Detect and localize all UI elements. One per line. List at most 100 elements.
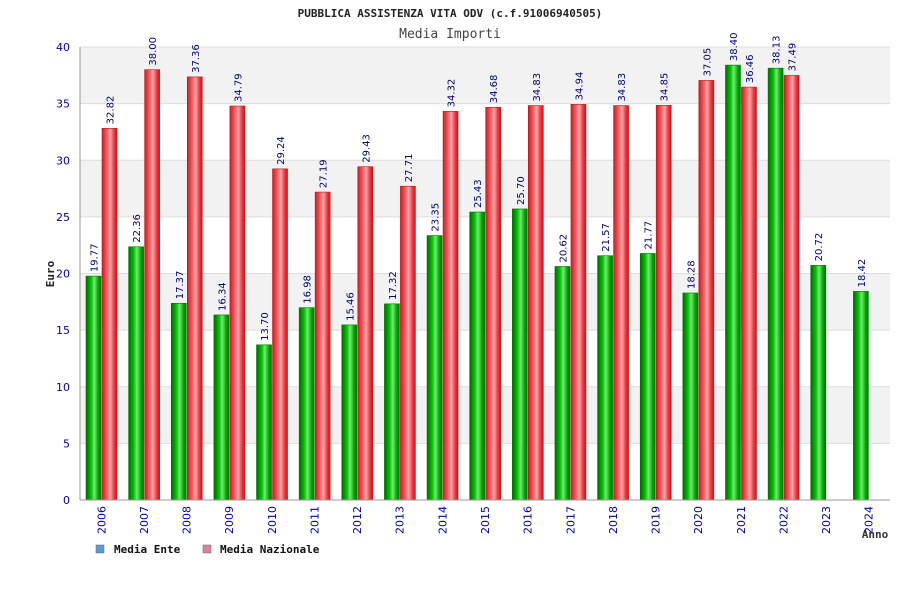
bar-media-nazionale	[357, 166, 374, 501]
bar-media-ente	[426, 235, 443, 501]
bar-labels: 19.77 32.82 22.36 38.00 17.37 37.36 16.34 34.79…	[90, 32, 868, 340]
bar-media-nazionale	[442, 111, 459, 501]
y-tick-label: 25	[56, 211, 70, 224]
bar-label-media-ente: 22.36	[132, 214, 143, 243]
x-axis-ticks: 2006 2007 2008 2009 2010 2011 2012 2013 2014 2015…	[95, 506, 875, 534]
y-tick-label: 15	[56, 324, 70, 337]
x-tick-label: 2009	[223, 506, 236, 534]
bar-label-media-nazionale: 34.85	[660, 73, 671, 102]
bar-label-media-ente: 20.72	[814, 233, 825, 262]
bar-label-media-ente: 17.37	[175, 271, 186, 300]
y-tick-label: 5	[63, 437, 70, 450]
chart-subtitle: Media Importi	[399, 27, 501, 42]
bar-media-nazionale	[272, 168, 288, 501]
bar-label-media-nazionale: 36.46	[745, 54, 756, 83]
bar-label-media-ente: 13.70	[260, 312, 271, 341]
x-tick-label: 2023	[820, 506, 833, 534]
bar-media-ente	[767, 67, 784, 501]
bar-label-media-nazionale: 38.00	[148, 37, 159, 66]
x-tick-label: 2016	[522, 506, 535, 534]
bar-media-nazionale	[783, 75, 800, 501]
bar-media-nazionale	[570, 104, 587, 501]
bar-label-media-nazionale: 27.71	[404, 154, 415, 183]
x-tick-label: 2012	[351, 506, 364, 534]
bar-media-nazionale	[655, 105, 672, 501]
legend-label-nazionale: Media Nazionale	[220, 543, 320, 556]
x-tick-label: 2015	[479, 506, 492, 534]
bar-label-media-nazionale: 34.83	[532, 73, 543, 102]
x-axis-label: Anno	[862, 528, 889, 541]
bar-media-nazionale	[314, 191, 331, 501]
bar-media-nazionale	[144, 69, 160, 501]
legend: Media Ente Media Nazionale	[95, 543, 320, 556]
bar-label-media-nazionale: 27.19	[319, 159, 330, 188]
bar-media-ente	[85, 275, 102, 501]
bar-label-media-ente: 21.57	[601, 223, 612, 252]
bar-media-ente	[682, 292, 699, 501]
bar-media-ente	[469, 211, 485, 501]
bar-media-ente	[213, 314, 230, 501]
bar-label-media-nazionale: 34.83	[617, 73, 628, 102]
y-tick-label: 10	[56, 381, 70, 394]
bar-media-ente	[128, 246, 144, 501]
y-tick-label: 30	[56, 154, 70, 167]
bar-label-media-ente: 15.46	[345, 292, 356, 321]
bar-label-media-nazionale: 29.43	[361, 134, 372, 163]
x-tick-label: 2013	[394, 506, 407, 534]
x-tick-label: 2008	[181, 506, 194, 534]
bar-media-nazionale	[101, 128, 118, 501]
bar-media-ente	[512, 208, 528, 501]
legend-swatch-nazionale	[202, 544, 212, 554]
bar-media-ente	[256, 344, 272, 501]
bar-label-media-nazionale: 37.05	[702, 48, 713, 77]
x-tick-label: 2020	[692, 506, 705, 534]
y-tick-label: 40	[56, 41, 70, 54]
x-tick-label: 2014	[436, 506, 449, 534]
legend-swatch-ente	[95, 544, 105, 554]
bar-media-nazionale	[613, 105, 629, 501]
bar-label-media-ente: 18.28	[686, 260, 697, 289]
bar-label-media-ente: 38.40	[729, 32, 740, 61]
bar-label-media-ente: 21.77	[644, 221, 655, 250]
bar-label-media-ente: 16.34	[217, 282, 228, 311]
bar-label-media-ente: 18.42	[857, 259, 868, 288]
bar-media-ente	[341, 324, 358, 501]
bar-media-nazionale	[528, 105, 544, 501]
bar-media-nazionale	[229, 105, 246, 501]
bar-label-media-nazionale: 34.32	[447, 79, 458, 108]
bar-label-media-ente: 25.70	[516, 176, 527, 205]
y-axis-label: Euro	[44, 260, 57, 287]
bar-label-media-ente: 16.98	[303, 275, 314, 304]
x-tick-label: 2011	[308, 506, 321, 534]
y-tick-label: 0	[63, 494, 70, 507]
bar-label-media-ente: 38.13	[772, 36, 783, 65]
bar-media-ente	[298, 307, 315, 501]
x-tick-label: 2017	[564, 506, 577, 534]
y-axis-ticks: 0 5 10 15 20 25 30 35 40	[56, 41, 70, 507]
bar-label-media-nazionale: 29.24	[276, 136, 287, 165]
bar-label-media-ente: 19.77	[90, 243, 101, 272]
x-tick-label: 2021	[735, 506, 748, 534]
y-tick-label: 35	[56, 98, 70, 111]
bar-label-media-nazionale: 32.82	[106, 96, 117, 125]
x-tick-label: 2007	[138, 506, 151, 534]
bar-media-ente	[170, 302, 187, 501]
x-tick-label: 2024	[863, 506, 876, 534]
bar-media-ente	[384, 303, 400, 501]
bar-label-media-nazionale: 34.68	[489, 75, 500, 104]
legend-label-ente: Media Ente	[114, 543, 181, 556]
x-tick-label: 2006	[95, 506, 108, 534]
bar-label-media-nazionale: 37.36	[191, 44, 202, 73]
bar-media-ente	[639, 253, 656, 501]
y-tick-label: 20	[56, 268, 70, 281]
bar-media-ente	[725, 64, 741, 501]
bar-media-nazionale	[400, 185, 416, 501]
bar-label-media-ente: 23.35	[431, 203, 442, 232]
x-tick-label: 2018	[607, 506, 620, 534]
bar-media-ente	[810, 265, 827, 501]
bar-label-media-nazionale: 37.49	[788, 43, 799, 72]
bar-media-ente	[554, 266, 571, 501]
bar-media-nazionale	[485, 106, 501, 501]
x-tick-label: 2022	[777, 506, 790, 534]
